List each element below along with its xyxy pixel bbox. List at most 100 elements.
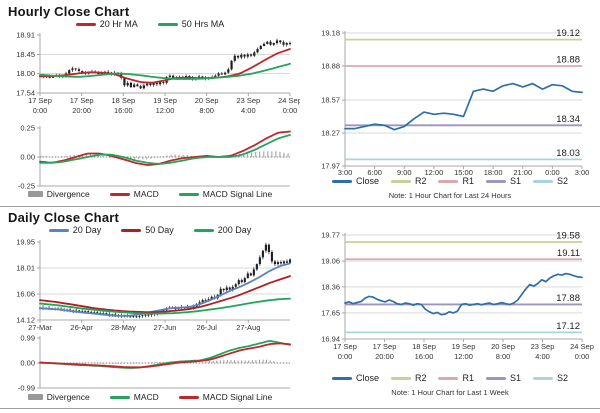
r2-label: R2 (414, 176, 427, 186)
svg-text:24 Sep: 24 Sep (570, 342, 594, 351)
svg-text:4:00: 4:00 (241, 106, 256, 115)
macd-line-marker (109, 192, 130, 196)
legend-item-divergence: Divergence (27, 189, 90, 199)
svg-text:3:00: 3:00 (338, 168, 353, 177)
svg-text:-0.99: -0.99 (18, 384, 35, 393)
svg-text:26-Apr: 26-Apr (70, 323, 93, 332)
legend-item-s2: S2 (533, 176, 568, 186)
svg-text:0.00: 0.00 (20, 359, 35, 368)
legend-item-macd-signal-daily: MACD Signal Line (178, 392, 272, 402)
svg-text:15:00: 15:00 (454, 168, 473, 177)
legend-item-close: Close (331, 176, 379, 186)
svg-text:19.77: 19.77 (321, 231, 340, 240)
svg-text:19.11: 19.11 (557, 248, 580, 259)
macd-label: MACD (133, 392, 159, 402)
r1-line-marker (438, 179, 459, 183)
svg-text:24 Sep: 24 Sep (278, 96, 300, 105)
macd-signal-line-marker (178, 395, 199, 399)
svg-text:17.88: 17.88 (556, 293, 580, 304)
svg-text:18.00: 18.00 (16, 69, 35, 78)
svg-text:26-Jul: 26-Jul (196, 323, 217, 332)
macd-line-marker (109, 395, 130, 399)
s1-label: S1 (510, 176, 522, 186)
svg-text:6:00: 6:00 (367, 168, 382, 177)
r2-line-marker (390, 179, 411, 183)
svg-text:0:00: 0:00 (575, 352, 590, 361)
close-line-marker (331, 376, 352, 380)
legend-item-20day-ma: 20 Day (48, 225, 102, 235)
hourly-sr-legend: Close R2 R1 S1 S2 (300, 176, 600, 186)
legend-item-s1: S1 (486, 373, 521, 383)
legend-item-s1: S1 (486, 176, 521, 186)
hourly-price-legend: 20 Hr MA 50 Hrs MA (0, 19, 300, 29)
close-line-marker (331, 179, 352, 183)
divergence-bar-marker (27, 191, 43, 197)
svg-text:18.91: 18.91 (16, 31, 35, 40)
svg-text:8:00: 8:00 (199, 106, 214, 115)
svg-text:27-Aug: 27-Aug (236, 323, 260, 332)
20day-ma-line-marker (48, 228, 69, 232)
s1-label: S1 (510, 373, 522, 383)
hourly-chart-note: Note: 1 Hour Chart for Last 24 Hours (388, 191, 512, 200)
200day-ma-label: 200 Day (217, 225, 252, 235)
50day-ma-line-marker (121, 228, 142, 232)
legend-item-r2: R2 (390, 373, 427, 383)
legend-item-50hr-ma: 50 Hrs MA (157, 19, 224, 29)
svg-text:19 Sep: 19 Sep (153, 96, 177, 105)
svg-text:21:00: 21:00 (513, 168, 532, 177)
svg-text:3:00: 3:00 (575, 168, 590, 177)
svg-text:20 Sep: 20 Sep (491, 342, 515, 351)
hourly-macd-chart: 0.25 0.00 -0.25 (18, 124, 291, 191)
daily-macd-legend: Divergence MACD MACD Signal Line (0, 392, 300, 402)
20day-ma-label: 20 Day (72, 225, 102, 235)
svg-text:23 Sep: 23 Sep (531, 342, 555, 351)
svg-text:19.95: 19.95 (16, 238, 35, 247)
svg-text:0:00: 0:00 (338, 352, 353, 361)
s2-line-marker (533, 179, 554, 183)
svg-text:18:00: 18:00 (484, 168, 503, 177)
svg-text:0:00: 0:00 (545, 168, 560, 177)
20hr-ma-label: 20 Hr MA (99, 19, 138, 29)
svg-text:17.12: 17.12 (556, 321, 580, 332)
svg-text:17 Sep: 17 Sep (373, 342, 397, 351)
svg-text:12:00: 12:00 (454, 352, 473, 361)
divergence-label: Divergence (46, 392, 90, 402)
legend-item-macd-daily: MACD (109, 392, 159, 402)
svg-text:19.18: 19.18 (321, 29, 340, 38)
svg-text:18.03: 18.03 (556, 148, 580, 159)
svg-text:19.12: 19.12 (556, 28, 580, 39)
r2-label: R2 (414, 373, 427, 383)
legend-item-50day-ma: 50 Day (121, 225, 174, 235)
s2-line-marker (533, 376, 554, 380)
svg-text:17 Sep: 17 Sep (28, 96, 52, 105)
legend-item-r1: R1 (438, 373, 474, 383)
legend-item-divergence-daily: Divergence (27, 392, 90, 402)
svg-text:19.58: 19.58 (556, 230, 580, 241)
divergence-bar-marker (27, 394, 43, 400)
s1-line-marker (486, 376, 506, 380)
svg-text:0:00: 0:00 (283, 106, 298, 115)
close-label: Close (355, 373, 379, 383)
svg-text:12:00: 12:00 (156, 106, 175, 115)
s2-label: S2 (557, 176, 569, 186)
section-divider (0, 206, 600, 207)
legend-item-r1: R1 (438, 176, 474, 186)
svg-text:23 Sep: 23 Sep (236, 96, 260, 105)
svg-text:-0.25: -0.25 (18, 182, 35, 191)
svg-text:0.25: 0.25 (20, 124, 35, 133)
legend-item-20hr-ma: 20 Hr MA (75, 19, 138, 29)
daily-price-legend: 20 Day 50 Day 200 Day (0, 225, 300, 235)
bottom-divider (0, 408, 600, 409)
svg-text:16.06: 16.06 (16, 290, 35, 299)
svg-text:18 Sep: 18 Sep (412, 342, 436, 351)
svg-text:20 Sep: 20 Sep (195, 96, 219, 105)
svg-text:16.94: 16.94 (321, 335, 340, 344)
s2-label: S2 (557, 373, 569, 383)
daily-sr-legend: Close R2 R1 S1 S2 (300, 373, 600, 383)
svg-text:17 Sep: 17 Sep (333, 342, 357, 351)
r1-label: R1 (462, 373, 474, 383)
svg-text:17 Sep: 17 Sep (70, 96, 94, 105)
r1-line-marker (438, 376, 459, 380)
